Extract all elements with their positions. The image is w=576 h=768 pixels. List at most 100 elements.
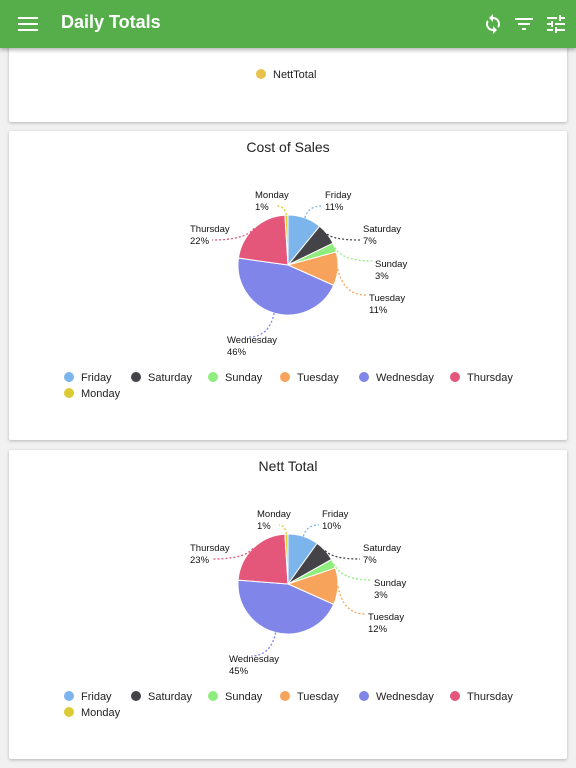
legend-item-thursday[interactable]: Thursday xyxy=(450,372,513,384)
slice-label-category: Sunday xyxy=(375,259,407,270)
legend-item-wednesday[interactable]: Wednesday xyxy=(359,372,434,384)
legend-dot xyxy=(208,372,218,382)
legend-dot xyxy=(280,372,290,382)
connector-line xyxy=(278,524,288,535)
slice-label-value: 46% xyxy=(227,347,247,358)
connector-line xyxy=(337,268,367,296)
legend-dot xyxy=(64,707,74,717)
slice-label-category: Saturday xyxy=(363,543,401,554)
connector-line xyxy=(334,247,373,262)
connector-line xyxy=(211,227,255,241)
nett-total-card: Nett Total Friday 10% Saturday 7% Sunday 3% Tu… xyxy=(9,450,567,759)
legend-item-sunday[interactable]: Sunday xyxy=(208,691,262,703)
slice-label-value: 10% xyxy=(322,521,342,532)
cost-of-sales-pie: Friday11%Saturday7%Sunday3%Tuesday11%Wed… xyxy=(190,190,407,358)
legend-label: Thursday xyxy=(467,691,513,703)
connector-line xyxy=(302,524,320,537)
slice-label-category: Tuesday xyxy=(368,612,404,623)
slice-label-category: Wednesday xyxy=(227,335,277,346)
legend-item-tuesday[interactable]: Tuesday xyxy=(280,691,339,703)
chart-title: Nett Total xyxy=(258,458,318,474)
legend-dot xyxy=(450,372,460,382)
slice-label-category: Saturday xyxy=(363,224,401,235)
slice-label-value: 7% xyxy=(363,236,377,247)
legend-item-saturday[interactable]: Saturday xyxy=(131,372,192,384)
slice-label-value: 22% xyxy=(190,236,210,247)
legend-item-friday[interactable]: Friday xyxy=(64,372,112,384)
slice-label-category: Thursday xyxy=(190,224,230,235)
legend-label: Sunday xyxy=(225,691,263,703)
legend-item-monday[interactable]: Monday xyxy=(64,388,120,400)
connector-line xyxy=(304,205,323,219)
connector-line xyxy=(211,547,254,560)
legend-dot xyxy=(256,69,266,79)
slice-label-value: 1% xyxy=(255,202,269,213)
slice-label-category: Friday xyxy=(322,509,349,520)
slice-label-category: Sunday xyxy=(374,578,406,589)
slice-label-category: Wednesday xyxy=(229,654,279,665)
refresh-icon[interactable] xyxy=(481,12,505,36)
slice-label-category: Tuesday xyxy=(369,293,405,304)
legend-item-netttotal[interactable]: NettTotal xyxy=(256,69,316,81)
slice-label-value: 11% xyxy=(325,202,344,213)
legend-dot xyxy=(359,691,369,701)
menu-icon[interactable] xyxy=(18,14,38,34)
chart-title: Cost of Sales xyxy=(246,139,330,155)
legend-label: NettTotal xyxy=(273,69,317,81)
pie-slice-thursday[interactable] xyxy=(237,214,289,266)
slice-label-category: Thursday xyxy=(190,543,230,554)
legend-label: Saturday xyxy=(148,691,193,703)
pie-slice-thursday[interactable] xyxy=(237,533,289,585)
legend-item-tuesday[interactable]: Tuesday xyxy=(280,372,339,384)
pie-slice-wednesday[interactable] xyxy=(237,257,335,316)
page-title: Daily Totals xyxy=(61,12,161,32)
slice-label-value: 3% xyxy=(374,590,388,601)
legend-dot xyxy=(64,388,74,398)
connector-line xyxy=(248,312,275,338)
filter-icon[interactable] xyxy=(512,12,536,36)
legend-dot xyxy=(280,691,290,701)
pie-slice-monday[interactable] xyxy=(284,533,289,585)
legend-label: Wednesday xyxy=(376,691,434,703)
pie-slice-monday[interactable] xyxy=(284,214,289,266)
legend-label: Saturday xyxy=(148,372,193,384)
legend-item-saturday[interactable]: Saturday xyxy=(131,691,192,703)
slice-label-value: 11% xyxy=(369,305,388,316)
slice-label-category: Friday xyxy=(325,190,352,201)
slice-label-category: Monday xyxy=(257,509,291,520)
legend-label: Sunday xyxy=(225,372,263,384)
connector-line xyxy=(326,233,361,241)
legend-item-sunday[interactable]: Sunday xyxy=(208,372,262,384)
legend-dot xyxy=(131,691,141,701)
legend-dot xyxy=(450,691,460,701)
app-bar: Daily Totals xyxy=(0,0,576,48)
legend-label: Friday xyxy=(81,691,112,703)
legend-item-monday[interactable]: Monday xyxy=(64,707,120,719)
slice-label-value: 7% xyxy=(363,555,377,566)
legend-label: Monday xyxy=(81,388,121,400)
slice-label-value: 45% xyxy=(229,666,249,677)
legend-label: Wednesday xyxy=(376,372,434,384)
slice-label-value: 1% xyxy=(257,521,271,532)
legend-label: Monday xyxy=(81,707,121,719)
tune-icon[interactable] xyxy=(544,12,568,36)
legend-label: Thursday xyxy=(467,372,513,384)
slice-label-category: Monday xyxy=(255,190,289,201)
legend-item-friday[interactable]: Friday xyxy=(64,691,112,703)
connector-line xyxy=(333,563,372,581)
legend-dot xyxy=(359,372,369,382)
legend-dot xyxy=(64,691,74,701)
slice-label-value: 23% xyxy=(190,555,210,566)
legend-item-wednesday[interactable]: Wednesday xyxy=(359,691,434,703)
connector-line xyxy=(250,632,277,657)
connector-line xyxy=(276,205,288,216)
legend-dot xyxy=(64,372,74,382)
legend-label: Friday xyxy=(81,372,112,384)
connector-line xyxy=(337,586,366,615)
cost-of-sales-card: Cost of Sales Friday 11% Saturday 7% Sunday 3… xyxy=(9,131,567,440)
legend-dot xyxy=(131,372,141,382)
legend-item-thursday[interactable]: Thursday xyxy=(450,691,513,703)
pie-slice-wednesday[interactable] xyxy=(237,579,335,635)
legend-label: Tuesday xyxy=(297,691,339,703)
